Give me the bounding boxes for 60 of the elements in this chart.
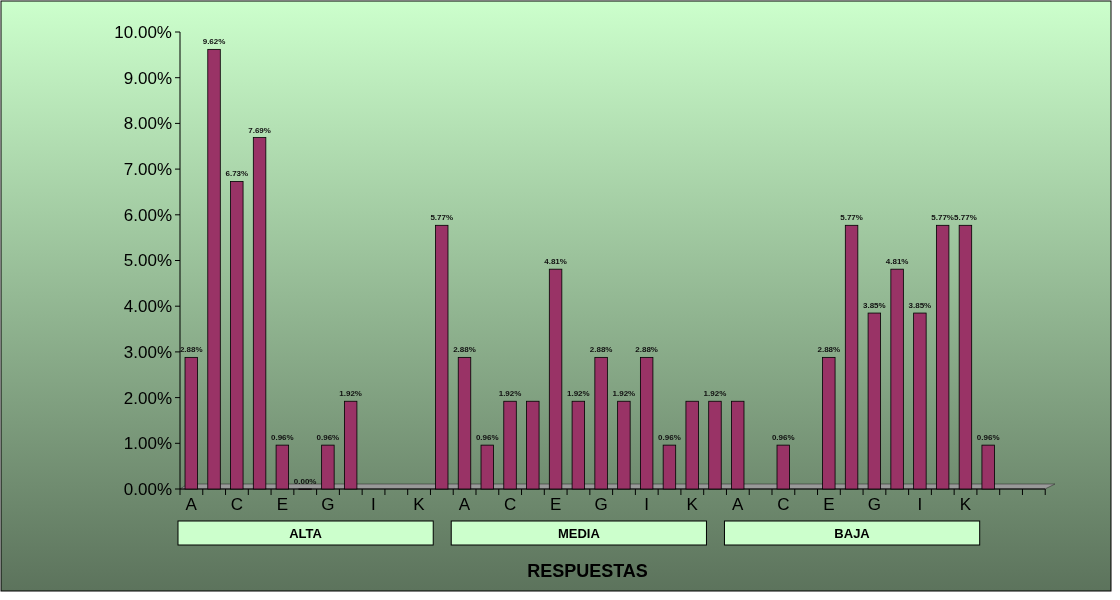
data-label: 1.92%: [339, 389, 362, 399]
data-label: 0.96%: [771, 433, 795, 443]
data-label: 3.85%: [908, 301, 932, 311]
x-tick-label: G: [321, 495, 335, 514]
y-tick-label: 4.00%: [123, 297, 172, 317]
y-tick-label: 5.00%: [123, 251, 172, 271]
y-tick-label: 8.00%: [123, 114, 172, 134]
data-label: 0.00%: [293, 477, 317, 486]
data-label: 1.92%: [703, 389, 727, 399]
x-tick-label: G: [594, 495, 608, 514]
data-label: 0.96%: [976, 433, 1000, 443]
x-tick-label: G: [867, 495, 881, 514]
x-tick-label: C: [230, 495, 243, 514]
data-label: 0.96%: [658, 433, 681, 443]
data-label: 1.92%: [612, 389, 636, 399]
data-label: 6.73%: [225, 169, 249, 179]
data-label: 0.96%: [271, 433, 294, 443]
x-tick-label: A: [732, 495, 745, 514]
data-label: 5.77%: [931, 213, 954, 223]
x-tick-label: K: [686, 495, 699, 514]
x-tick-label: I: [371, 495, 376, 514]
x-tick-label: K: [413, 495, 426, 514]
data-label: 7.69%: [248, 125, 271, 135]
y-tick-label: 1.00%: [123, 434, 172, 454]
data-label: 3.85%: [863, 301, 886, 311]
data-label: 2.88%: [635, 345, 658, 355]
x-axis-title: RESPUESTAS: [527, 561, 648, 581]
x-tick-label: C: [503, 495, 517, 514]
y-tick-label: 10.00%: [114, 22, 172, 42]
x-tick-label: A: [458, 495, 471, 514]
x-tick-label: E: [276, 495, 289, 514]
y-tick-label: 7.00%: [123, 160, 172, 180]
x-tick-label: E: [823, 495, 835, 514]
data-label: 9.62%: [202, 37, 226, 47]
y-tick-label: 2.00%: [123, 388, 172, 408]
data-label: 1.92%: [498, 389, 522, 399]
data-label: 5.77%: [840, 213, 863, 223]
y-tick-label: 6.00%: [123, 205, 172, 225]
x-tick-label: K: [959, 495, 972, 514]
data-label: 1.92%: [567, 389, 590, 399]
data-label: 2.88%: [453, 345, 476, 355]
data-label: 0.96%: [475, 433, 499, 443]
text: MEDIA: [557, 525, 601, 541]
text: BAJA: [834, 525, 871, 541]
x-tick-label: A: [185, 495, 198, 514]
x-tick-label: E: [549, 495, 562, 514]
x-tick-label: I: [917, 495, 923, 514]
data-label: 5.77%: [430, 213, 454, 223]
data-label: 5.77%: [954, 213, 977, 223]
data-label: 4.81%: [544, 257, 567, 267]
y-tick-label: 9.00%: [123, 68, 172, 88]
x-tick-label: C: [777, 495, 790, 514]
data-label: 2.88%: [589, 345, 613, 355]
data-label: 4.81%: [885, 257, 909, 267]
data-label: 0.96%: [316, 433, 340, 443]
text: ALTA: [289, 525, 323, 541]
y-tick-label: 0.00%: [123, 479, 172, 499]
x-tick-label: I: [644, 495, 650, 514]
data-label: 2.88%: [817, 345, 841, 355]
y-tick-label: 3.00%: [123, 342, 172, 362]
